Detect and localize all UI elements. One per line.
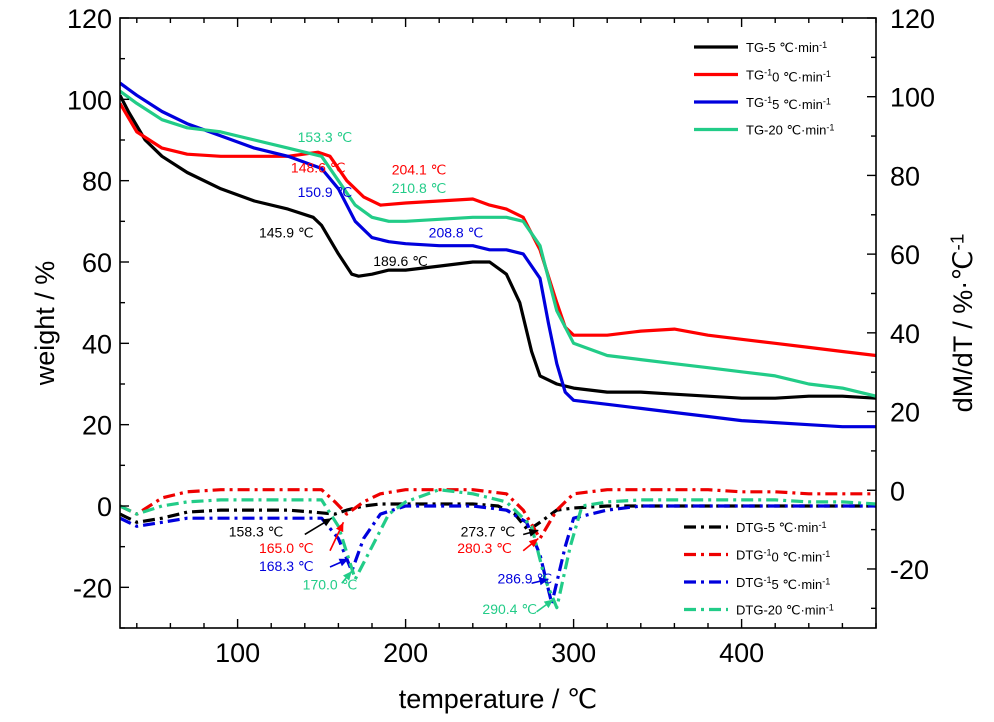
y-right-tick-label: 60 [890, 240, 920, 270]
x-axis-title: temperature / ℃ [399, 684, 597, 714]
legend-label: DTG-1​5 ℃·min-1​ [736, 575, 830, 592]
x-tick-label: 100 [215, 638, 260, 668]
x-tick-label: 400 [719, 638, 764, 668]
y-left-tick-label: 80 [82, 167, 112, 197]
annotation-label: 153.3 ℃ [298, 129, 353, 145]
annotation-label: 204.1 ℃ [392, 162, 447, 178]
y-right-axis-title: dM/dT / %·℃-1​ [947, 234, 978, 413]
y-right-tick-label: 40 [890, 319, 920, 349]
series-line-4 [120, 502, 876, 532]
y-left-tick-label: 40 [82, 329, 112, 359]
annotation-label: 168.3 ℃ [259, 558, 314, 574]
series-line-6 [120, 504, 876, 606]
annotation-label: 145.9 ℃ [259, 225, 314, 241]
y-left-tick-label: 60 [82, 248, 112, 278]
legend-label: DTG-5 ℃·min-1​ [736, 520, 827, 535]
legends: TG-5 ℃·min-1​ TG-1​0 ℃·min-1​ TG-1​5 ℃·min… [684, 40, 834, 618]
y-left-tick-label: 100 [67, 85, 112, 115]
y-right-tick-label: 80 [890, 161, 920, 191]
series-line-3 [120, 89, 876, 398]
annotation-label: 280.3 ℃ [457, 540, 512, 556]
legend-label: TG-20 ℃·min-1​ [746, 122, 834, 137]
annotation-arrow-head [528, 528, 539, 537]
y-right-tick-label: 0 [890, 476, 905, 506]
legend-label: DTG-1​0 ℃·min-1​ [736, 547, 830, 564]
y-left-tick-label: 20 [82, 411, 112, 441]
series-layer [120, 81, 876, 610]
annotation-arrow-head [321, 518, 332, 527]
annotation-label: 210.8 ℃ [392, 180, 447, 196]
y-right-tick-label: 20 [890, 398, 920, 428]
legend-label: TG-5 ℃·min-1​ [746, 40, 827, 55]
annotation-arrow-head [336, 522, 344, 533]
series-line-1 [120, 102, 876, 358]
annotation-arrow-head [528, 538, 539, 548]
annotation-label: 189.6 ℃ [373, 253, 428, 269]
y-left-tick-label: 0 [97, 492, 112, 522]
series-line-2 [120, 81, 876, 429]
annotation-arrow-head [343, 571, 352, 581]
annotation-arrow-head [538, 577, 549, 586]
annotation-label: 208.8 ℃ [429, 225, 484, 241]
annotation-label: 273.7 ℃ [461, 524, 516, 540]
legend-label: TG-1​0 ℃·min-1​ [746, 67, 831, 84]
annotation-label: 286.9 ℃ [498, 570, 553, 586]
annotation-label: 290.4 ℃ [482, 601, 537, 617]
annotation-arrow-head [543, 599, 554, 609]
annotation-label: 148.6 ℃ [291, 160, 346, 176]
series-line-0 [120, 94, 876, 400]
y-right-tick-label: -20 [890, 555, 929, 585]
y-right-tick-label: 100 [890, 83, 935, 113]
y-right-tick-label: 120 [890, 4, 935, 34]
annotation-label: 170.0 ℃ [303, 576, 358, 592]
annotation-label: 150.9 ℃ [298, 184, 353, 200]
annotation-arrow-head [338, 558, 349, 567]
legend-label: TG-1​5 ℃·min-1​ [746, 95, 831, 112]
legend-label: DTG-20 ℃·min-1​ [736, 602, 834, 617]
x-tick-label: 300 [551, 638, 596, 668]
x-tick-label: 200 [383, 638, 428, 668]
annotation-label: 165.0 ℃ [259, 540, 314, 556]
y-left-tick-label: 120 [67, 4, 112, 34]
axes: 100 200 300 400 -20 0 20 40 60 80 100 120 -20 0 20 40 60… [30, 4, 978, 714]
annotation-layer: 153.3 ℃ 148.6 ℃ 150.9 ℃ 145.9 ℃ 204.1 ℃ 210.8… [229, 129, 554, 617]
series-line-5 [120, 488, 876, 541]
series-line-7 [120, 488, 876, 610]
annotation-label: 158.3 ℃ [229, 524, 284, 540]
plot-frame [119, 17, 877, 629]
y-left-axis-title: weight / % [30, 261, 60, 387]
y-left-tick-label: -20 [73, 573, 112, 603]
